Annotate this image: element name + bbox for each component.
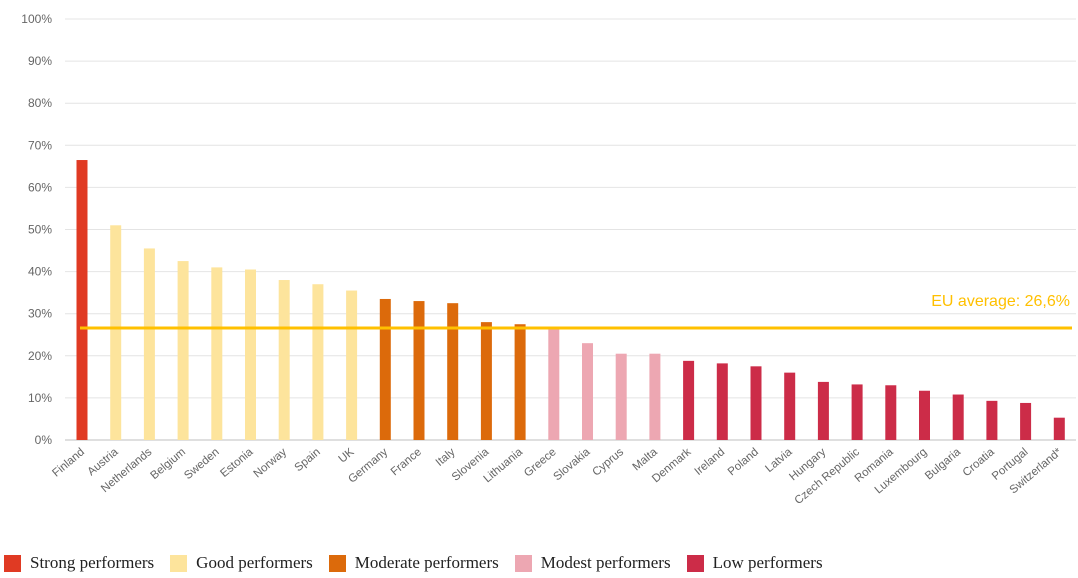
x-category-label: Italy <box>434 446 458 469</box>
x-category-label: Finland <box>50 446 87 479</box>
chart-legend: Strong performers Good performers Moderate… <box>4 553 839 573</box>
bar <box>480 322 492 440</box>
bar <box>952 394 964 440</box>
bar <box>1020 402 1032 440</box>
bars <box>76 160 1065 440</box>
legend-label: Modest performers <box>540 553 671 572</box>
y-tick-label: 100% <box>21 12 52 26</box>
legend-item-strong: Strong performers <box>4 553 154 573</box>
bar <box>649 353 661 440</box>
bar <box>750 366 762 440</box>
legend-label: Moderate performers <box>354 553 499 572</box>
performance-bar-chart: 0% 10% 20% 30% 40% 50% 60% 70% 80% 90% 100% EU ave… <box>21 12 1076 507</box>
bar <box>312 284 324 440</box>
bar <box>413 301 425 440</box>
x-axis-labels: FinlandAustriaNetherlandsBelgiumSwedenEs… <box>50 446 1064 507</box>
y-tick-label: 50% <box>28 223 52 237</box>
bar <box>683 360 695 440</box>
x-category-label: Ireland <box>693 446 728 478</box>
legend-item-moderate: Moderate performers <box>328 553 499 573</box>
legend-swatch <box>514 554 532 572</box>
legend-label: Low performers <box>712 553 823 572</box>
bar <box>346 290 358 440</box>
y-tick-label: 70% <box>28 138 52 152</box>
y-tick-label: 90% <box>28 54 52 68</box>
bar <box>919 390 930 440</box>
bar <box>615 353 627 440</box>
bar <box>548 328 560 440</box>
legend-label: Good performers <box>196 553 313 572</box>
bar <box>716 363 728 440</box>
bar <box>1053 417 1065 440</box>
x-category-label: France <box>389 446 424 478</box>
x-category-label: Belgium <box>148 446 188 482</box>
grid-lines <box>65 18 1076 441</box>
bar <box>885 385 897 440</box>
x-category-label: Cyprus <box>591 446 627 479</box>
bar <box>817 381 829 440</box>
bar <box>76 160 88 440</box>
bar <box>447 303 459 440</box>
x-category-label: Spain <box>293 446 323 474</box>
bar <box>177 261 189 440</box>
bar <box>379 298 391 440</box>
bar <box>784 372 796 440</box>
y-tick-label: 80% <box>28 96 52 110</box>
x-category-label: Sweden <box>182 446 222 482</box>
y-tick-label: 0% <box>35 433 53 447</box>
x-category-label: Poland <box>726 446 761 478</box>
x-category-label: Bulgaria <box>923 446 963 483</box>
bar <box>582 343 593 440</box>
y-axis-ticks: 0% 10% 20% 30% 40% 50% 60% 70% 80% 90% 100% <box>21 12 52 447</box>
bar <box>986 400 998 440</box>
bar <box>110 225 122 440</box>
bar <box>245 269 256 440</box>
bar <box>143 248 155 440</box>
legend-item-good: Good performers <box>170 553 313 573</box>
y-tick-label: 60% <box>28 180 52 194</box>
x-category-label: Estonia <box>218 446 256 480</box>
legend-swatch <box>4 554 21 572</box>
bar <box>514 324 526 440</box>
x-category-label: Norway <box>252 446 290 480</box>
legend-item-modest: Modest performers <box>514 553 671 573</box>
legend-swatch <box>170 554 188 572</box>
legend-item-low: Low performers <box>686 553 823 573</box>
eu-average-label: EU average: 26,6% <box>931 293 1070 310</box>
x-category-label: UK <box>337 446 357 466</box>
y-tick-label: 30% <box>28 307 52 321</box>
y-tick-label: 40% <box>28 265 52 279</box>
bar <box>851 384 863 440</box>
legend-swatch <box>686 554 704 572</box>
legend-label: Strong performers <box>30 553 155 572</box>
eu-average-line: EU average: 26,6% <box>80 293 1072 330</box>
x-category-label: Malta <box>631 446 661 474</box>
bar <box>211 267 223 440</box>
x-category-label: Slovakia <box>551 446 592 484</box>
y-tick-label: 20% <box>28 349 52 363</box>
bar <box>278 280 290 440</box>
legend-swatch <box>328 554 346 572</box>
y-tick-label: 10% <box>28 391 52 405</box>
